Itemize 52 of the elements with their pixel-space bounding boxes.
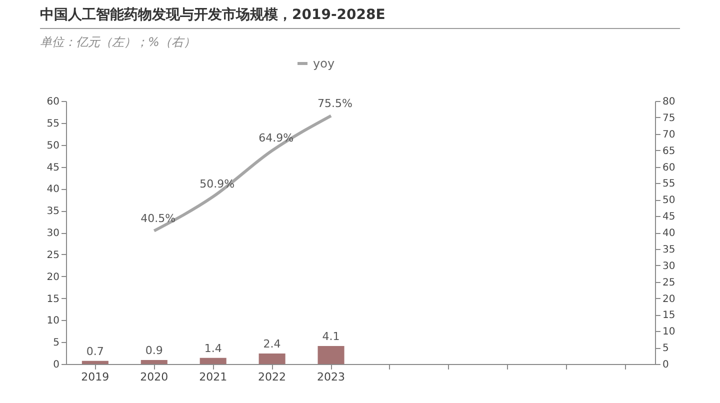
- x-tick-label: 2020: [140, 370, 168, 384]
- legend-label: yoy: [313, 56, 335, 70]
- y-tick-label: 40: [46, 184, 60, 196]
- data-label: 40.5%: [140, 212, 176, 225]
- x-tick-label: 2022: [258, 370, 286, 384]
- data-label: 1.4: [204, 342, 222, 355]
- data-label: 75.5%: [318, 96, 352, 110]
- bar: [318, 346, 344, 364]
- y2-tick-label: 30: [662, 260, 676, 272]
- y-tick-label: 55: [46, 118, 60, 130]
- y2-tick-label: 5: [662, 343, 669, 354]
- x-tick-label: 2021: [199, 370, 228, 384]
- y-tick-label: 45: [46, 162, 60, 174]
- y2-tick-label: 15: [662, 310, 676, 322]
- y-tick-label: 10: [46, 316, 60, 327]
- bar: [140, 360, 168, 364]
- y-tick-label: 0: [53, 360, 60, 370]
- bar: [258, 353, 286, 364]
- data-label: 64.9%: [258, 132, 294, 145]
- y2-tick-label: 75: [662, 112, 676, 124]
- y2-tick-label: 60: [662, 162, 676, 174]
- data-label: 0.7: [86, 344, 104, 358]
- y2-tick-label: 0: [662, 360, 669, 370]
- x-tick-label: 2023: [317, 370, 346, 384]
- y-tick-label: 15: [46, 294, 60, 305]
- y-tick-label: 50: [46, 140, 60, 152]
- bar: [200, 358, 226, 364]
- data-label: 2.4: [263, 337, 281, 350]
- y-tick-label: 5: [53, 338, 60, 349]
- data-label: 0.9: [145, 344, 163, 358]
- y2-tick-label: 40: [662, 228, 676, 239]
- y2-tick-label: 55: [662, 178, 676, 190]
- data-label: 50.9%: [200, 178, 235, 191]
- y-tick-label: 20: [46, 272, 60, 283]
- y2-tick-label: 35: [662, 244, 676, 256]
- y2-tick-label: 25: [662, 277, 676, 288]
- y2-tick-label: 70: [662, 129, 676, 140]
- y-tick-label: 25: [46, 250, 60, 261]
- data-label: 4.1: [322, 330, 340, 344]
- y2-tick-label: 50: [662, 195, 676, 206]
- y2-tick-label: 45: [662, 212, 676, 223]
- x-tick-label: 2019: [81, 370, 110, 384]
- y2-tick-label: 10: [662, 326, 676, 338]
- chart-title: 中国人工智能药物发现与开发市场规模，2019-2028E: [40, 6, 386, 24]
- bar: [82, 360, 108, 364]
- y-tick-label: 30: [46, 228, 60, 239]
- y2-tick-label: 20: [662, 294, 676, 305]
- y2-tick-label: 65: [662, 146, 676, 157]
- y2-tick-label: 80: [662, 96, 676, 108]
- y-tick-label: 35: [46, 206, 60, 218]
- chart-subtitle: 单位：亿元（左）；%（右）: [40, 34, 196, 51]
- y-tick-label: 60: [46, 96, 60, 108]
